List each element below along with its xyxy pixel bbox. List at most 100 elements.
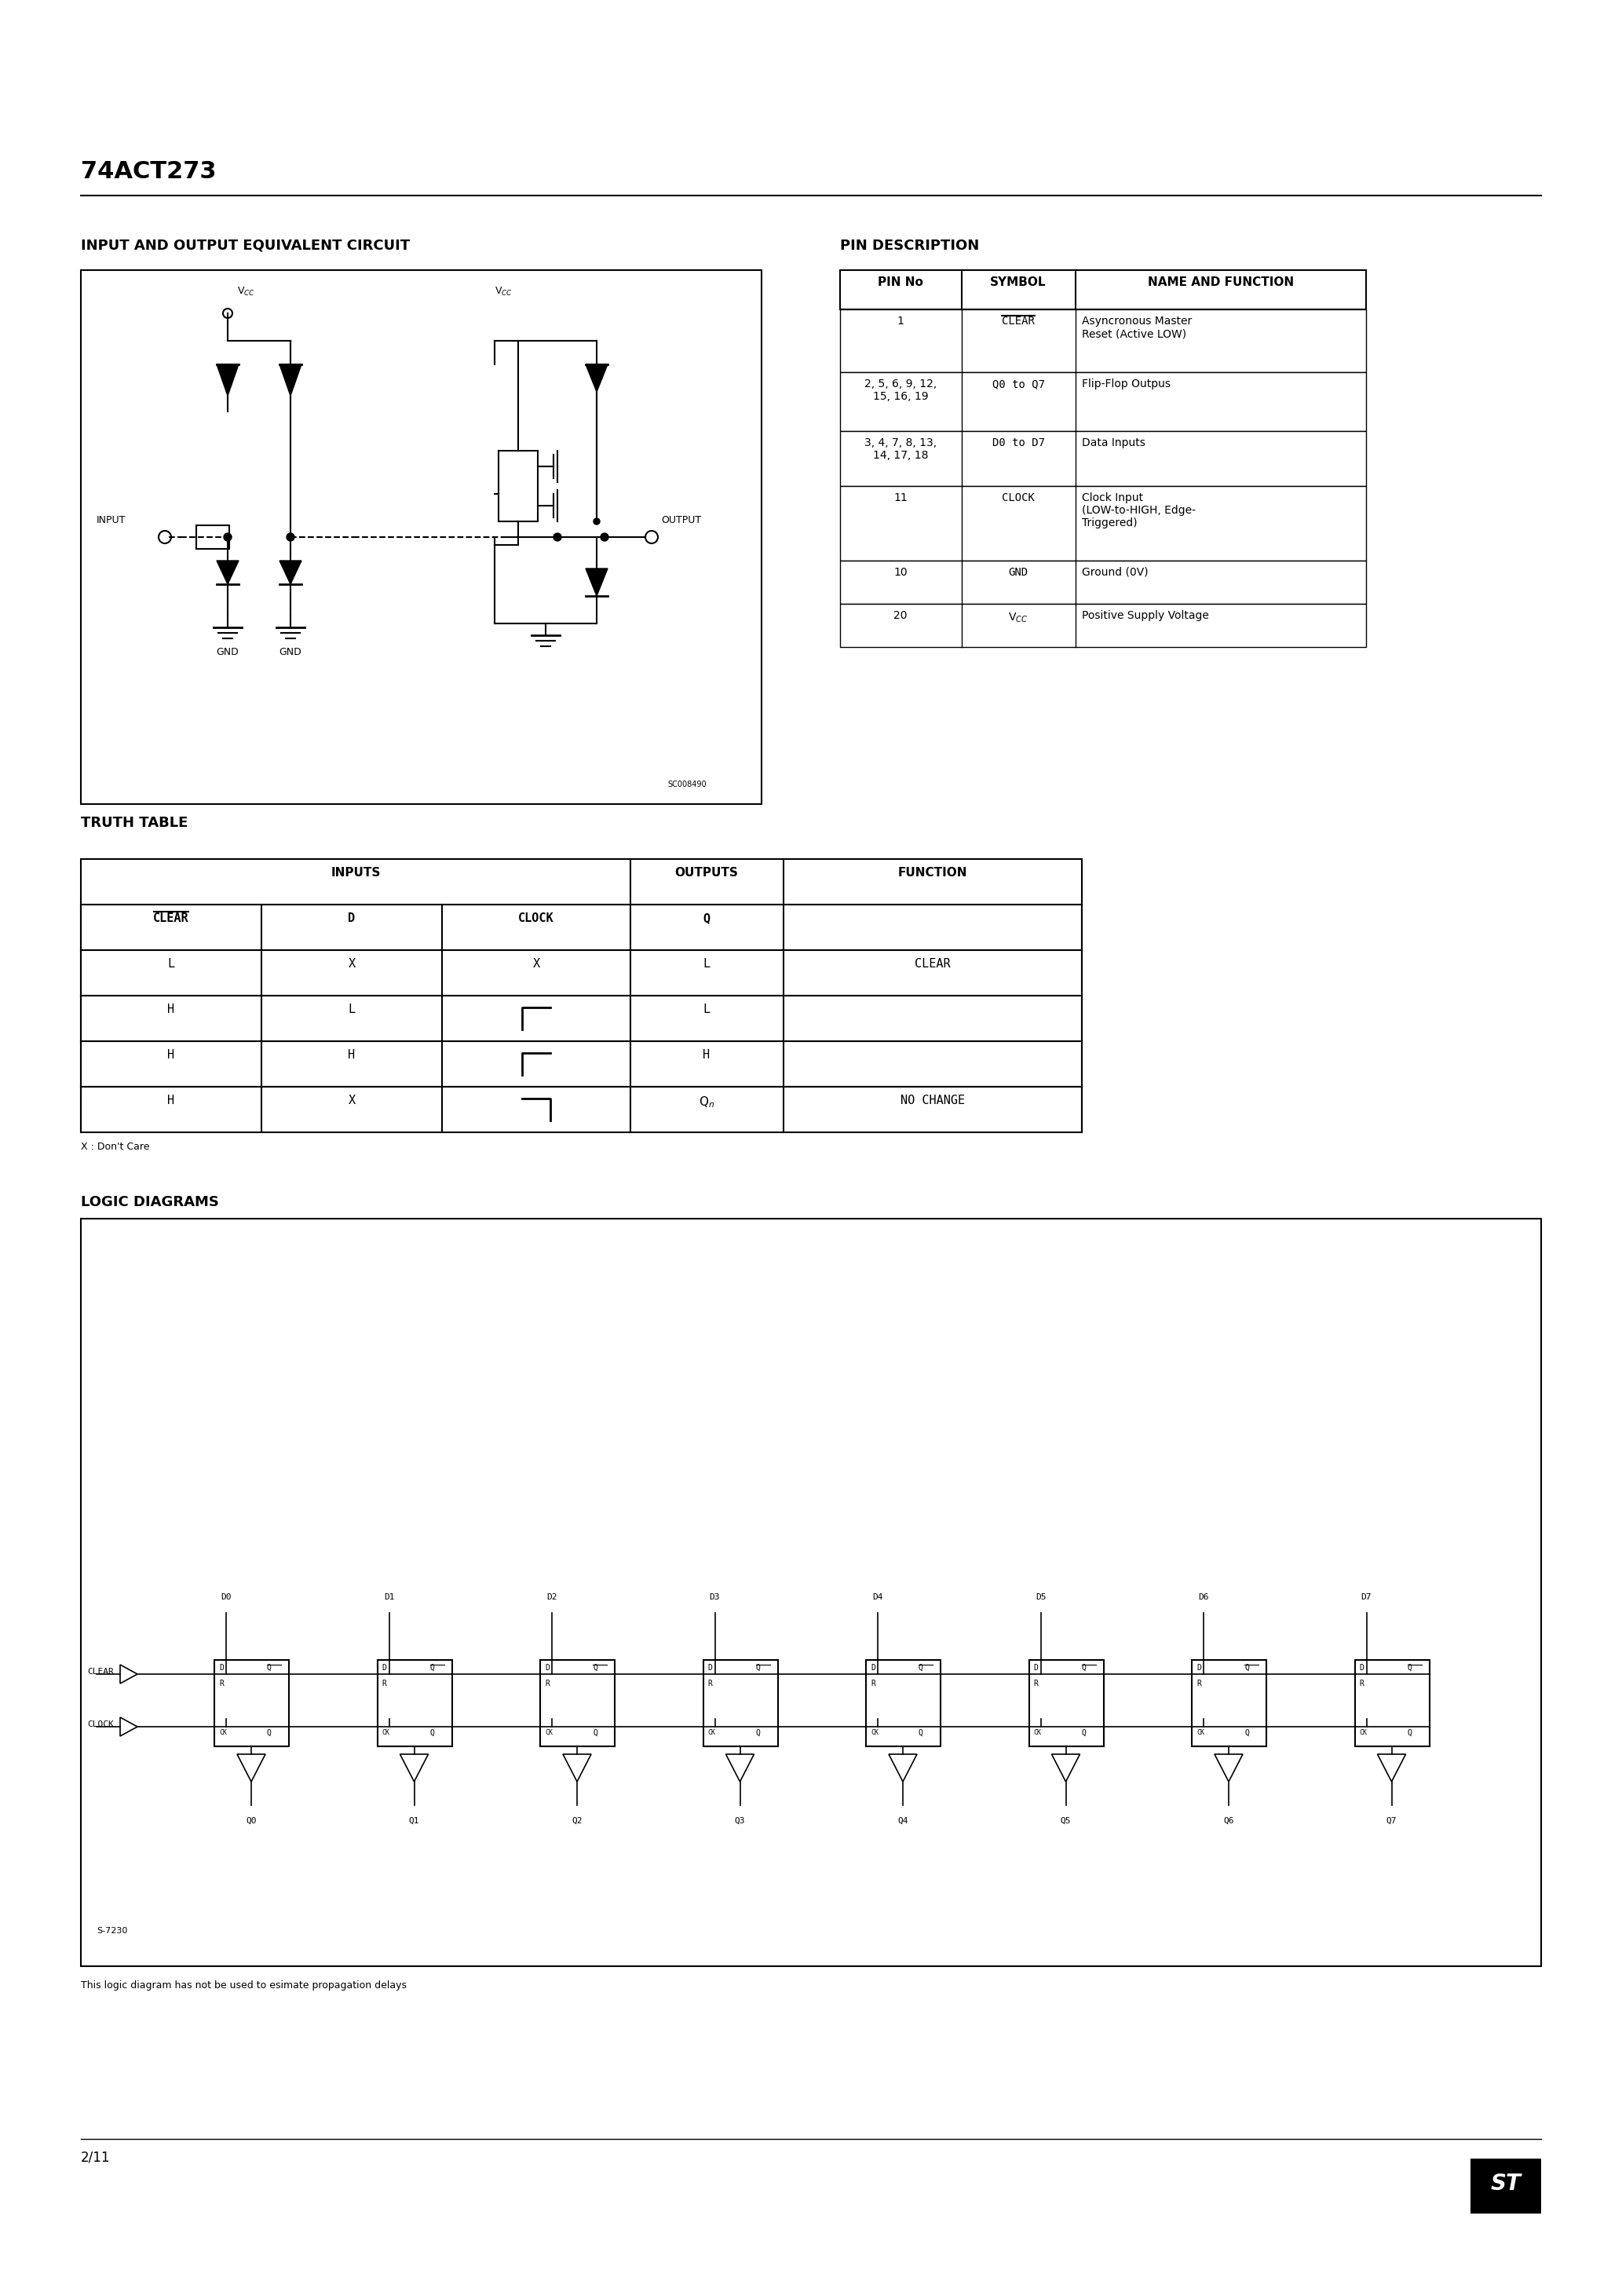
Text: CK: CK (381, 1729, 389, 1736)
Polygon shape (1377, 1754, 1406, 1782)
Text: S-7230: S-7230 (97, 1926, 128, 1936)
Text: INPUTS: INPUTS (331, 868, 381, 879)
Polygon shape (401, 1754, 428, 1782)
Text: Q: Q (430, 1729, 435, 1736)
Text: Q4: Q4 (897, 1816, 908, 1825)
Bar (498, 450, 539, 521)
Bar (1471, 2158, 1541, 2213)
Text: CK: CK (871, 1729, 879, 1736)
Text: H: H (167, 1095, 175, 1107)
Text: D0 to D7: D0 to D7 (993, 436, 1045, 448)
Polygon shape (279, 365, 302, 395)
Bar (840, 310, 1366, 372)
Bar (840, 432, 1366, 487)
Bar (1028, 1660, 1103, 1747)
Polygon shape (563, 1754, 590, 1782)
Text: D: D (381, 1665, 386, 1671)
Text: GND: GND (1009, 567, 1028, 579)
Circle shape (600, 533, 608, 542)
Text: Q: Q (268, 1665, 271, 1671)
Polygon shape (279, 560, 302, 583)
Bar (702, 1660, 777, 1747)
Text: V$_{CC}$: V$_{CC}$ (237, 285, 255, 298)
Text: D: D (1359, 1665, 1364, 1671)
Bar (840, 560, 1366, 604)
Text: This logic diagram has not be used to esimate propagation delays: This logic diagram has not be used to es… (81, 1981, 407, 1991)
Text: Q$_n$: Q$_n$ (699, 1095, 715, 1109)
Text: LOGIC DIAGRAMS: LOGIC DIAGRAMS (81, 1196, 219, 1210)
Text: OUTPUT: OUTPUT (662, 514, 701, 526)
Text: GND: GND (216, 647, 238, 657)
Text: Q7: Q7 (1387, 1816, 1397, 1825)
Text: PIN No: PIN No (878, 276, 923, 289)
Text: Q1: Q1 (409, 1816, 420, 1825)
Text: X: X (349, 957, 355, 969)
Text: CLEAR: CLEAR (88, 1667, 114, 1676)
Bar (840, 487, 1366, 560)
Text: D: D (707, 1665, 712, 1671)
Text: NO CHANGE: NO CHANGE (900, 1095, 965, 1107)
Text: Positive Supply Voltage: Positive Supply Voltage (1082, 611, 1208, 622)
Text: CLOCK: CLOCK (1002, 491, 1035, 503)
Text: Q: Q (430, 1665, 435, 1671)
Text: D: D (1033, 1665, 1038, 1671)
Bar (1192, 1660, 1267, 1747)
Text: INPUT AND OUTPUT EQUIVALENT CIRCUIT: INPUT AND OUTPUT EQUIVALENT CIRCUIT (81, 239, 410, 253)
Bar (378, 1660, 453, 1747)
Text: D6: D6 (1199, 1593, 1208, 1600)
Polygon shape (1051, 1754, 1080, 1782)
Text: CLOCK: CLOCK (88, 1720, 114, 1729)
Text: H: H (167, 1049, 175, 1061)
Text: R: R (545, 1681, 550, 1688)
Polygon shape (725, 1754, 754, 1782)
Bar (81, 951, 1082, 996)
Bar (81, 1219, 1541, 1965)
Text: Q: Q (592, 1665, 597, 1671)
Text: CLEAR: CLEAR (152, 912, 190, 925)
Text: CLEAR: CLEAR (915, 957, 950, 969)
Text: 3, 4, 7, 8, 13,
14, 17, 18: 3, 4, 7, 8, 13, 14, 17, 18 (865, 436, 936, 461)
Text: 2, 5, 6, 9, 12,
15, 16, 19: 2, 5, 6, 9, 12, 15, 16, 19 (865, 379, 938, 402)
Text: Q: Q (1408, 1729, 1411, 1736)
Text: Q: Q (918, 1729, 923, 1736)
Text: L: L (349, 1003, 355, 1015)
Text: NAME AND FUNCTION: NAME AND FUNCTION (1148, 276, 1294, 289)
Text: D: D (219, 1665, 224, 1671)
Text: SYMBOL: SYMBOL (989, 276, 1046, 289)
Text: Flip-Flop Outpus: Flip-Flop Outpus (1082, 379, 1171, 390)
Polygon shape (586, 569, 608, 597)
Bar (81, 996, 1082, 1040)
Text: R: R (1359, 1681, 1364, 1688)
Text: L: L (702, 957, 710, 969)
Text: Q3: Q3 (735, 1816, 744, 1825)
Text: FUNCTION: FUNCTION (899, 868, 967, 879)
Bar (81, 1086, 1082, 1132)
Circle shape (553, 533, 561, 542)
Bar (81, 859, 1082, 905)
Text: CK: CK (1359, 1729, 1367, 1736)
Bar (81, 1040, 1082, 1086)
Text: D5: D5 (1035, 1593, 1046, 1600)
Polygon shape (889, 1754, 916, 1782)
Text: Data Inputs: Data Inputs (1082, 436, 1145, 448)
Text: Q: Q (1082, 1665, 1087, 1671)
Text: R: R (381, 1681, 386, 1688)
Text: Q: Q (1082, 1729, 1087, 1736)
Text: OUTPUTS: OUTPUTS (675, 868, 738, 879)
Text: D7: D7 (1361, 1593, 1372, 1600)
Polygon shape (217, 365, 238, 395)
Text: D2: D2 (547, 1593, 558, 1600)
Text: H: H (349, 1049, 355, 1061)
Text: V$_{CC}$: V$_{CC}$ (1009, 611, 1028, 625)
Text: CK: CK (1033, 1729, 1041, 1736)
Text: Q0: Q0 (247, 1816, 256, 1825)
Text: Q: Q (592, 1729, 597, 1736)
Text: TRUTH TABLE: TRUTH TABLE (81, 815, 188, 829)
Text: 10: 10 (894, 567, 907, 579)
Text: X: X (532, 957, 540, 969)
Text: R: R (219, 1681, 224, 1688)
Text: Q: Q (1244, 1665, 1249, 1671)
Text: INPUT: INPUT (97, 514, 127, 526)
Bar (840, 604, 1366, 647)
Text: 11: 11 (894, 491, 907, 503)
